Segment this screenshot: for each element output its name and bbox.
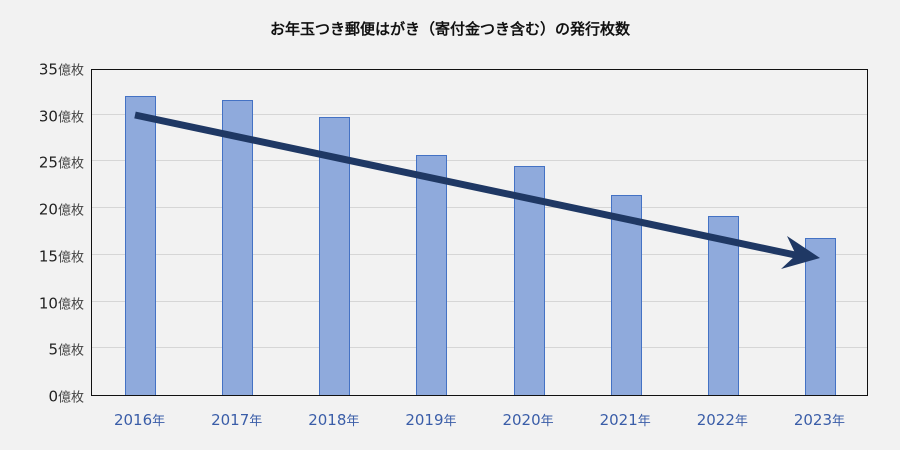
- bar-2022年: [707, 215, 739, 395]
- y-tick-label: 5億枚: [48, 340, 84, 359]
- gridline: [92, 300, 867, 302]
- bar-2017年: [222, 99, 254, 395]
- bar-2016年: [125, 96, 157, 395]
- gridline: [92, 113, 867, 115]
- x-tick-label: 2019年: [405, 411, 457, 429]
- x-tick-label: 2020年: [502, 411, 554, 429]
- plot-area: [91, 69, 868, 396]
- x-tick-label: 2023年: [793, 411, 846, 429]
- bar-2019年: [416, 154, 448, 395]
- gridline: [92, 160, 867, 162]
- y-tick-label: 35億枚: [38, 60, 84, 79]
- chart-title: お年玉つき郵便はがき（寄付金つき含む）の発行枚数: [269, 20, 630, 38]
- gridline: [92, 207, 867, 209]
- y-tick-label: 30億枚: [38, 107, 84, 126]
- y-tick-label: 0億枚: [48, 387, 84, 406]
- gridline: [92, 347, 867, 349]
- x-tick-label: 2021年: [599, 411, 651, 429]
- bar-2023年: [804, 238, 836, 395]
- bar-2021年: [610, 195, 642, 395]
- x-tick-label: 2016年: [113, 411, 166, 429]
- x-tick-label: 2022年: [696, 411, 748, 429]
- x-tick-label: 2017年: [211, 411, 263, 429]
- gridline: [92, 253, 867, 255]
- y-tick-label: 10億枚: [38, 294, 84, 313]
- x-tick-label: 2018年: [308, 411, 360, 429]
- y-tick-label: 20億枚: [38, 200, 84, 219]
- y-tick-label: 25億枚: [38, 153, 84, 172]
- y-tick-label: 15億枚: [38, 247, 84, 266]
